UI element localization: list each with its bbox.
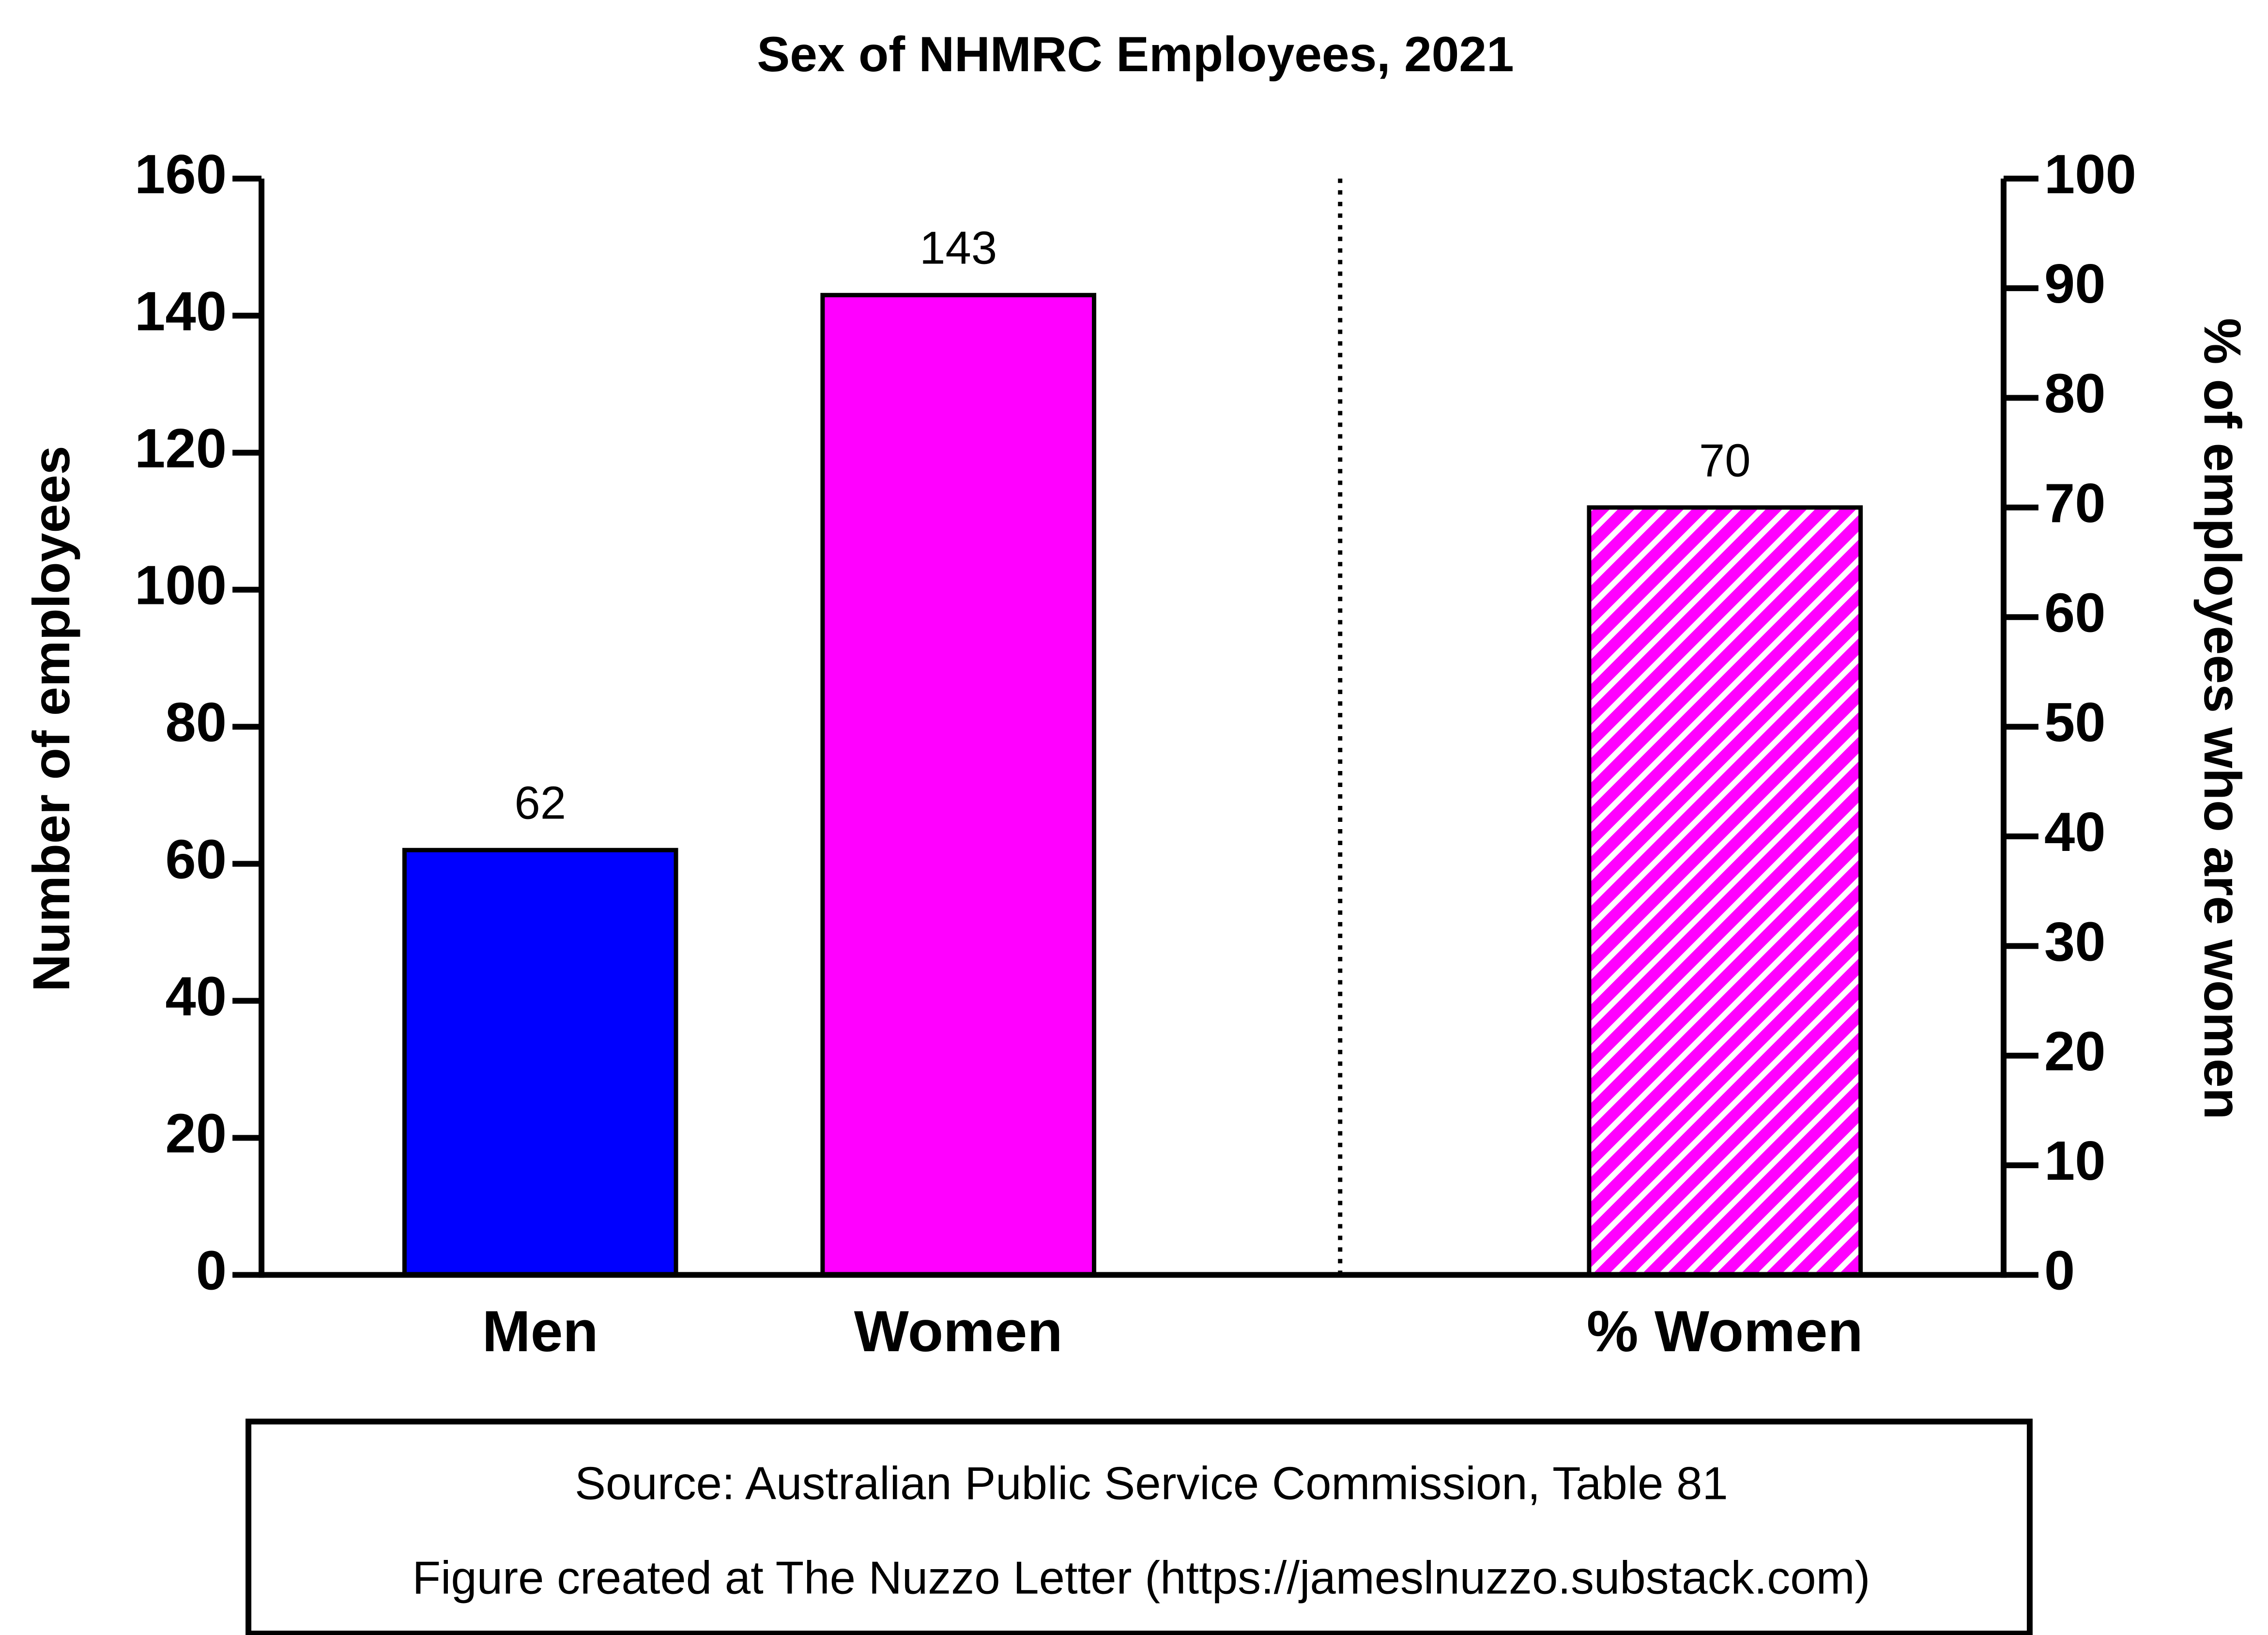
value-label: 70 — [1699, 434, 1751, 486]
y2-tick-label: 60 — [2044, 582, 2106, 644]
y2-tick-label: 50 — [2044, 692, 2106, 754]
y2-tick-label: 90 — [2044, 253, 2106, 315]
chart-title: Sex of NHMRC Employees, 2021 — [757, 27, 1514, 82]
y-tick-label: 140 — [135, 281, 227, 342]
y2-tick-label: 70 — [2044, 473, 2106, 534]
y2-tick-label: 100 — [2044, 144, 2136, 205]
y-tick-label: 0 — [196, 1240, 227, 1302]
x-tick-label: Men — [482, 1299, 598, 1364]
y-tick-label: 120 — [135, 418, 227, 479]
x-tick-label: % Women — [1587, 1299, 1863, 1364]
bar — [402, 848, 678, 1277]
y2-tick-label: 10 — [2044, 1130, 2106, 1192]
value-label: 62 — [514, 777, 566, 829]
y-tick-label: 60 — [165, 829, 227, 891]
x-tick-label: Women — [854, 1299, 1063, 1364]
y-tick-label: 40 — [165, 966, 227, 1028]
y2-tick-label: 30 — [2044, 911, 2106, 972]
y2-tick-label: 40 — [2044, 802, 2106, 863]
note: Figure created at The Nuzzo Letter (http… — [413, 1552, 1870, 1604]
y2-axis-label: % of employees who are women — [2193, 318, 2252, 1119]
note: Source: Australian Public Service Commis… — [575, 1458, 1728, 1510]
y-tick-label: 100 — [135, 555, 227, 617]
bar — [1587, 505, 1863, 1277]
bar — [820, 293, 1097, 1277]
y-axis-label: Number of employees — [22, 446, 80, 992]
note-box — [245, 1419, 2033, 1635]
y-tick-label: 20 — [165, 1103, 227, 1165]
value-label: 143 — [919, 222, 997, 274]
y-tick-label: 160 — [135, 144, 227, 205]
y2-tick-label: 80 — [2044, 363, 2106, 425]
y2-tick-label: 20 — [2044, 1021, 2106, 1082]
y2-tick-label: 0 — [2044, 1240, 2075, 1302]
y-tick-label: 80 — [165, 692, 227, 754]
